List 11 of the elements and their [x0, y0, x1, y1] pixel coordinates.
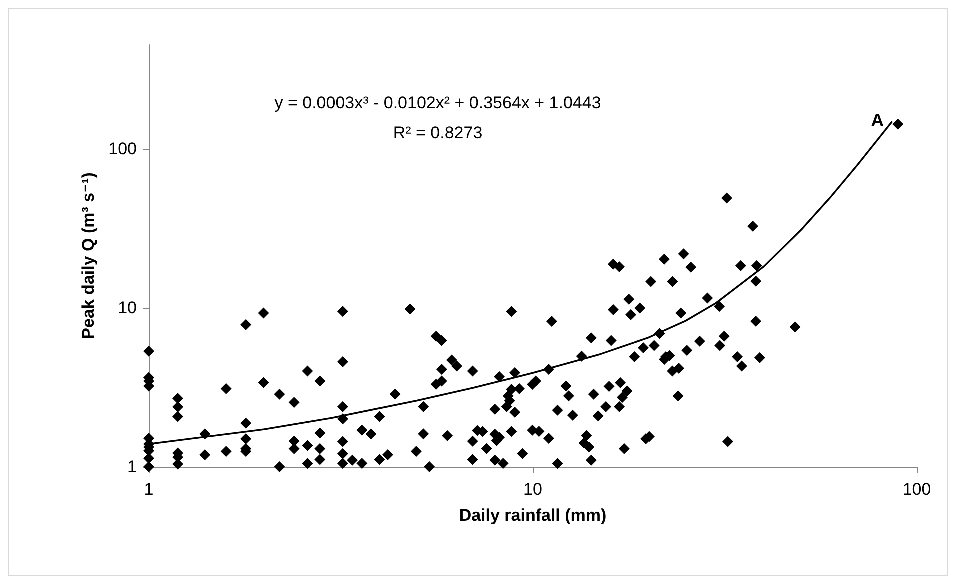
x-tick-label: 100 [902, 480, 932, 499]
annotation: A [871, 110, 884, 130]
y-tick-label: 1 [128, 458, 137, 476]
y-tick-label: 100 [108, 139, 137, 158]
y-axis-title: Peak daily Q (m³ s⁻¹) [79, 172, 98, 340]
annotation: R² = 0.8273 [393, 124, 483, 142]
x-tick-label: 10 [524, 480, 542, 499]
x-tick-label: 1 [144, 480, 154, 499]
x-axis-title: Daily rainfall (mm) [459, 506, 607, 525]
y-tick-label: 10 [118, 298, 137, 318]
annotation: y = 0.0003x³ - 0.0102x² + 0.3564x + 1.0443 [274, 94, 602, 112]
